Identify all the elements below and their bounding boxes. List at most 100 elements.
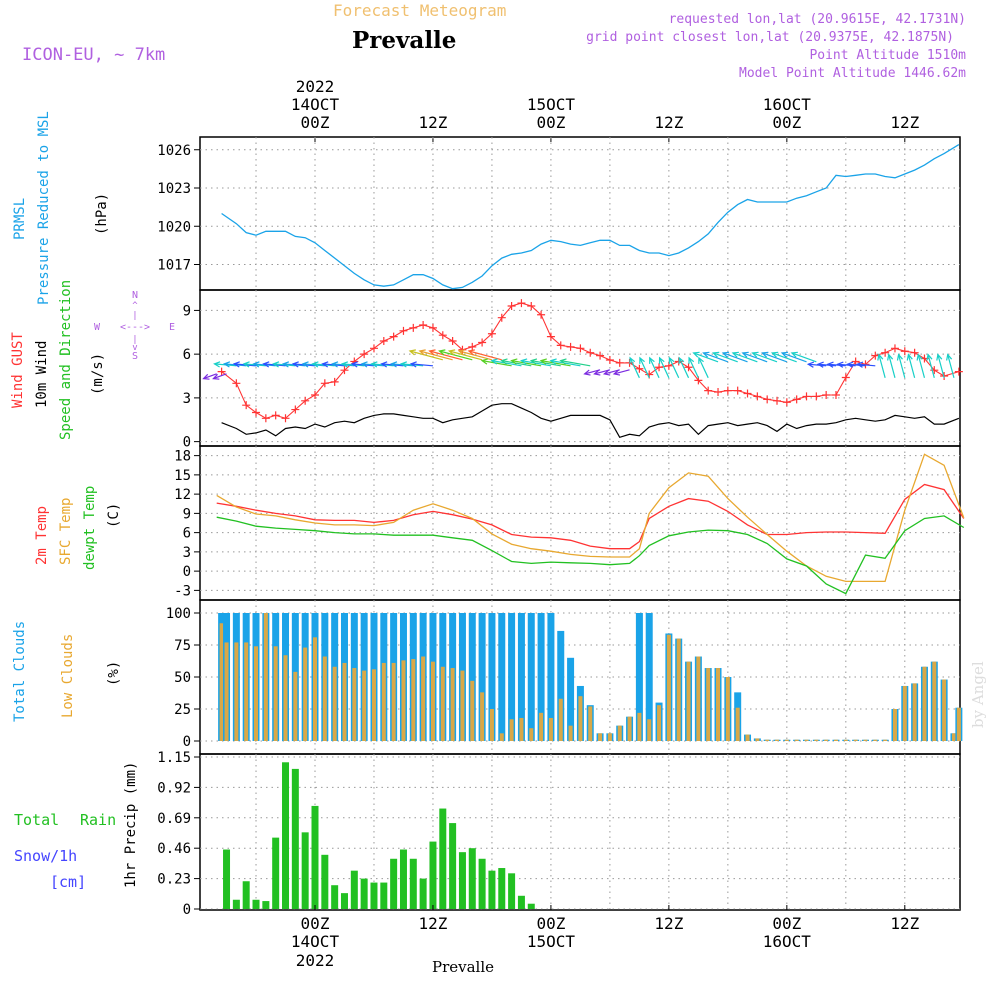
time-label: 00Z	[772, 113, 801, 132]
wind-direction-arrow	[770, 351, 797, 363]
time-label: 14OCT	[291, 932, 340, 951]
rain-bar	[223, 849, 231, 909]
wind-arrow-shaft	[947, 354, 955, 378]
low-cloud-bar	[519, 717, 524, 741]
wind-arrow-shaft	[481, 360, 512, 367]
wind-direction-arrow	[583, 369, 601, 376]
wind-arrow-shaft	[781, 352, 807, 363]
total-cloud-bar	[468, 613, 476, 741]
2m-temp-line	[216, 483, 965, 550]
gust-marker	[379, 337, 388, 346]
wind-direction-arrow	[408, 349, 443, 361]
total-cloud-bar	[488, 613, 496, 741]
wind-arrow-shaft	[649, 357, 660, 379]
rain-bar	[321, 854, 329, 909]
low-cloud-bar	[283, 655, 288, 741]
low-cloud-bar	[263, 613, 268, 741]
compass-bar-top: |	[132, 311, 137, 321]
wind-direction-arrow	[418, 349, 453, 361]
wind-arrow-head	[629, 356, 636, 364]
y-tick-label: 0.23	[157, 872, 191, 888]
gust-marker	[900, 347, 909, 356]
y-tick-label: 0	[183, 902, 191, 918]
y-tick-label: 1020	[157, 219, 191, 235]
wind-dir-label: Speed and Direction	[58, 280, 74, 440]
wind-direction-arrow	[549, 358, 581, 367]
compass-arrows: <--->	[120, 322, 150, 333]
gust-marker	[369, 344, 378, 353]
low-cloud-bar	[951, 733, 956, 741]
wind-direction-arrow	[826, 361, 846, 368]
rain-bar	[429, 841, 437, 909]
time-label: 00Z	[536, 914, 565, 933]
wind-arrow-head	[583, 369, 591, 376]
gust-marker	[468, 342, 477, 351]
clouds-total-label: Total Clouds	[12, 621, 28, 722]
gust-marker	[773, 396, 782, 405]
rain-bar	[360, 878, 368, 909]
wind-arrow-head	[232, 361, 240, 368]
wind-arrow-head	[836, 361, 844, 368]
wind-direction-arrow	[480, 358, 512, 367]
low-cloud-bar	[873, 739, 878, 741]
low-cloud-bar	[617, 725, 622, 741]
wind-arrow-head	[390, 361, 398, 368]
wind-direction-arrow	[202, 373, 217, 380]
gust-marker	[586, 348, 595, 357]
y-tick-label: 3	[183, 391, 191, 407]
low-cloud-bar	[853, 739, 858, 741]
gust-marker	[448, 337, 457, 346]
gust-marker	[743, 389, 752, 398]
y-tick-label: 50	[174, 670, 191, 686]
low-cloud-bar	[666, 634, 671, 741]
wind-direction-arrow	[639, 356, 650, 379]
wind-arrow-head	[490, 358, 498, 365]
wind-arrow-head	[731, 351, 739, 358]
wind-arrow-shaft	[449, 350, 483, 361]
gust-marker	[635, 364, 644, 373]
gust-marker	[841, 373, 850, 382]
low-cloud-bar	[313, 637, 317, 741]
clouds-low-label: Low Clouds	[60, 634, 76, 718]
low-cloud-bar	[224, 642, 229, 741]
wind-direction-arrow	[539, 358, 571, 367]
wind-arrow-head	[408, 349, 416, 356]
wind-direction-arrow	[698, 356, 709, 379]
wind-arrow-shaft	[521, 360, 552, 367]
wind-arrow-shaft	[837, 363, 856, 367]
low-cloud-bar	[794, 739, 799, 741]
wind-arrow-shaft	[203, 373, 217, 380]
low-cloud-bar	[824, 739, 829, 741]
requested-coords: requested lon,lat (20.9615E, 42.1731N)	[669, 12, 966, 27]
wind-direction-arrow	[836, 361, 856, 368]
pressure-label-msl: Pressure Reduced to MSL	[36, 111, 52, 305]
clouds-unit: (%)	[106, 661, 122, 686]
low-cloud-bar	[509, 719, 514, 741]
wind-arrow-shaft	[613, 369, 630, 375]
rain-bar	[399, 849, 407, 909]
wind-arrow-head	[649, 356, 655, 364]
precip-series	[223, 762, 535, 909]
gust-marker	[733, 386, 742, 395]
low-cloud-bar	[627, 716, 632, 741]
gust-marker	[556, 341, 565, 350]
low-cloud-bar	[755, 738, 760, 741]
wind-direction-arrow	[741, 351, 768, 363]
low-cloud-bar	[303, 647, 308, 741]
wind-arrow-head	[692, 351, 700, 358]
time-label: 15OCT	[527, 95, 576, 114]
model-label: ICON-EU, ~ 7km	[22, 45, 165, 65]
wind-arrow-head	[846, 361, 854, 368]
wind-arrow-head	[856, 361, 864, 368]
low-cloud-bar	[784, 739, 789, 741]
wind-arrow-shaft	[857, 363, 876, 367]
wind-direction-arrow	[761, 351, 788, 363]
wind-direction-arrow	[692, 351, 719, 363]
wind-arrow-shaft	[468, 350, 502, 361]
low-cloud-bar	[814, 739, 819, 741]
wind-arrow-shaft	[888, 354, 896, 378]
wind-arrow-shaft	[907, 354, 916, 378]
wind-arrow-head	[301, 361, 309, 368]
low-cloud-bar	[450, 668, 455, 741]
wind-direction-arrow	[529, 358, 561, 367]
